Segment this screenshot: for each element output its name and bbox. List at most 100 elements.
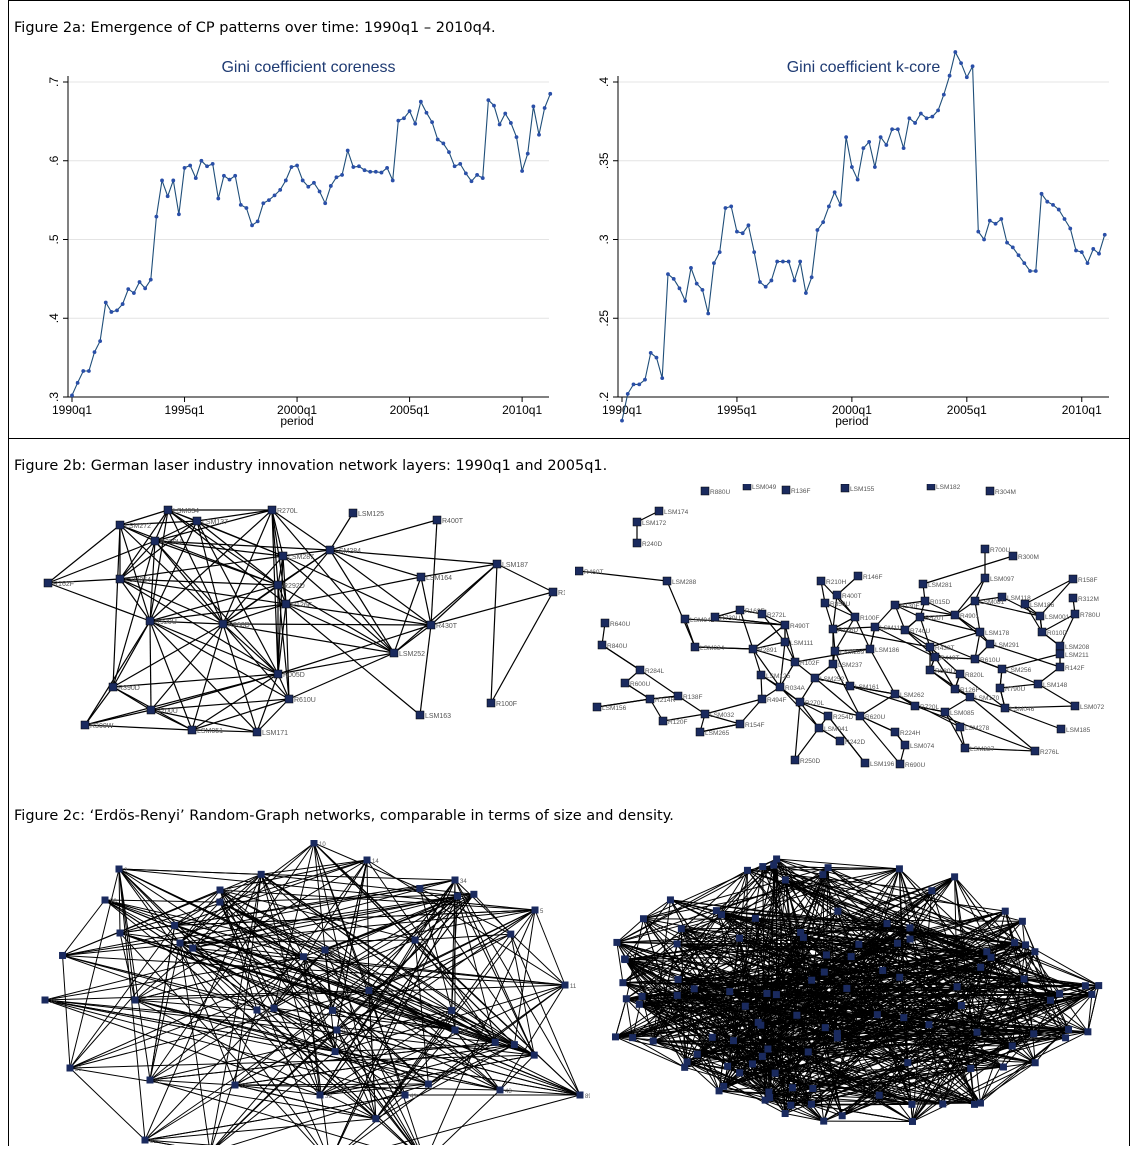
- network-edge: [639, 1003, 763, 1057]
- network-edge: [779, 686, 820, 729]
- network-node: [645, 694, 655, 704]
- network-edge: [303, 956, 566, 986]
- network-node-label: 41: [410, 1094, 417, 1100]
- network-edge: [681, 928, 804, 938]
- network-node: [908, 1100, 916, 1108]
- network-edge: [149, 620, 224, 625]
- network-edge: [332, 1009, 501, 1091]
- network-edge: [858, 943, 1069, 1030]
- network-node: [895, 865, 903, 873]
- network-edge: [230, 1083, 429, 1145]
- network-edge: [419, 888, 453, 1011]
- network-node: [1008, 1042, 1016, 1050]
- network-edge: [271, 509, 395, 654]
- network-node-label: LSM171: [262, 730, 288, 737]
- data-point: [620, 418, 624, 423]
- x-axis-label: period: [280, 414, 313, 428]
- network-node: [741, 1002, 749, 1010]
- network-node-label: R430T: [935, 645, 955, 652]
- network-node: [890, 689, 900, 699]
- network-node: [855, 940, 863, 948]
- network-edge: [624, 959, 725, 1087]
- network-node-label: LSM252: [399, 651, 425, 658]
- network-edge: [104, 899, 377, 1120]
- network-node: [893, 939, 901, 947]
- network-edge: [684, 879, 786, 1068]
- network-edge: [118, 868, 262, 875]
- network-node-label: LSM172: [642, 520, 667, 527]
- network-edge: [277, 624, 432, 675]
- network-node-label: R400T: [842, 593, 862, 600]
- network-node: [638, 992, 646, 1000]
- network-node-label: LSM148: [1043, 682, 1068, 689]
- network-edge: [999, 683, 1039, 689]
- network-edge: [149, 620, 279, 675]
- network-node-label: R005D: [283, 672, 305, 679]
- frame-border-top: [8, 0, 1130, 1]
- network-node: [592, 702, 602, 712]
- network-edge: [643, 899, 671, 920]
- network-edge: [313, 842, 326, 951]
- network-node: [115, 520, 125, 530]
- network-node: [736, 934, 744, 942]
- network-edge: [285, 549, 331, 605]
- network-edge: [329, 519, 438, 551]
- network-node: [41, 996, 49, 1004]
- network-edge: [1004, 707, 1062, 730]
- network-node: [870, 622, 880, 632]
- network-edge: [929, 631, 981, 648]
- data-point: [514, 135, 519, 140]
- data-point: [804, 291, 808, 295]
- network-edge: [719, 1090, 912, 1105]
- network-node-label: 16: [50, 999, 57, 1005]
- network-node-label: 39: [325, 1094, 332, 1100]
- network-edge: [727, 1037, 1066, 1067]
- network-edge: [934, 656, 956, 690]
- chart-background: [18, 50, 563, 435]
- network-node-label: R610U: [294, 697, 316, 704]
- network-node: [1030, 746, 1040, 756]
- network-node: [1031, 948, 1039, 956]
- data-point: [548, 91, 553, 96]
- network-edge: [62, 899, 106, 956]
- data-point: [317, 189, 322, 194]
- data-point: [1062, 217, 1067, 221]
- network-edge: [104, 899, 326, 951]
- network-node: [853, 571, 863, 581]
- network-node: [257, 870, 265, 878]
- network-edge: [191, 623, 224, 731]
- network-node: [1020, 599, 1030, 609]
- network-edge: [622, 982, 1060, 995]
- x-tick-label: 2005q1: [947, 403, 987, 417]
- network-edge: [119, 524, 279, 586]
- network-node: [1084, 1028, 1092, 1036]
- network-node: [843, 984, 851, 992]
- network-node: [432, 515, 442, 525]
- network-edge: [752, 624, 786, 650]
- network-edge: [329, 549, 395, 654]
- network-node: [797, 928, 805, 936]
- network-node-label: R700U: [990, 547, 1011, 554]
- network-edge: [332, 895, 458, 1011]
- network-edge: [134, 956, 304, 1001]
- data-point: [323, 201, 328, 206]
- network-edge: [954, 577, 986, 616]
- network-node: [1081, 982, 1089, 990]
- network-edge: [974, 658, 1003, 670]
- network-edge: [811, 966, 981, 981]
- data-point: [947, 73, 952, 78]
- network-node: [967, 1064, 975, 1072]
- network-node: [267, 505, 277, 515]
- network-edge: [219, 889, 515, 1046]
- network-edge: [769, 993, 1093, 1098]
- network-node-label: R790U: [1005, 686, 1026, 693]
- network-edge: [256, 859, 368, 1011]
- network-edge: [632, 937, 740, 1039]
- network-node: [639, 915, 647, 923]
- network-edge: [191, 698, 290, 731]
- network-node: [101, 896, 109, 904]
- network-node-label: LSM287: [288, 554, 314, 561]
- network-edge: [144, 1139, 175, 1145]
- network-edge: [721, 914, 1051, 1001]
- network-node: [649, 1037, 657, 1045]
